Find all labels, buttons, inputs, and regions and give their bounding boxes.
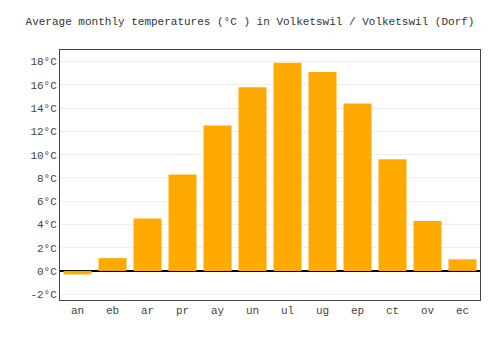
svg-text:ep: ep xyxy=(351,305,364,317)
svg-text:2°C: 2°C xyxy=(37,243,57,255)
svg-text:12°C: 12°C xyxy=(30,126,57,138)
svg-text:an: an xyxy=(71,305,84,317)
svg-text:Average monthly temperatures (: Average monthly temperatures (°C ) in Vo… xyxy=(26,16,475,28)
svg-text:0°C: 0°C xyxy=(37,266,57,278)
svg-text:18°C: 18°C xyxy=(30,56,57,68)
svg-text:6°C: 6°C xyxy=(37,196,57,208)
svg-text:-2°C: -2°C xyxy=(30,289,57,301)
svg-text:ar: ar xyxy=(141,305,154,317)
svg-text:pr: pr xyxy=(176,305,189,317)
svg-text:4°C: 4°C xyxy=(37,219,57,231)
svg-text:8°C: 8°C xyxy=(37,173,57,185)
svg-text:ec: ec xyxy=(456,305,469,317)
svg-text:ov: ov xyxy=(421,305,435,317)
svg-text:ul: ul xyxy=(281,305,294,317)
svg-text:14°C: 14°C xyxy=(30,103,57,115)
svg-text:eb: eb xyxy=(106,305,119,317)
svg-text:16°C: 16°C xyxy=(30,80,57,92)
svg-text:10°C: 10°C xyxy=(30,150,57,162)
svg-text:ct: ct xyxy=(386,305,399,317)
svg-text:un: un xyxy=(246,305,259,317)
svg-text:ug: ug xyxy=(316,305,329,317)
svg-text:ay: ay xyxy=(211,305,225,317)
